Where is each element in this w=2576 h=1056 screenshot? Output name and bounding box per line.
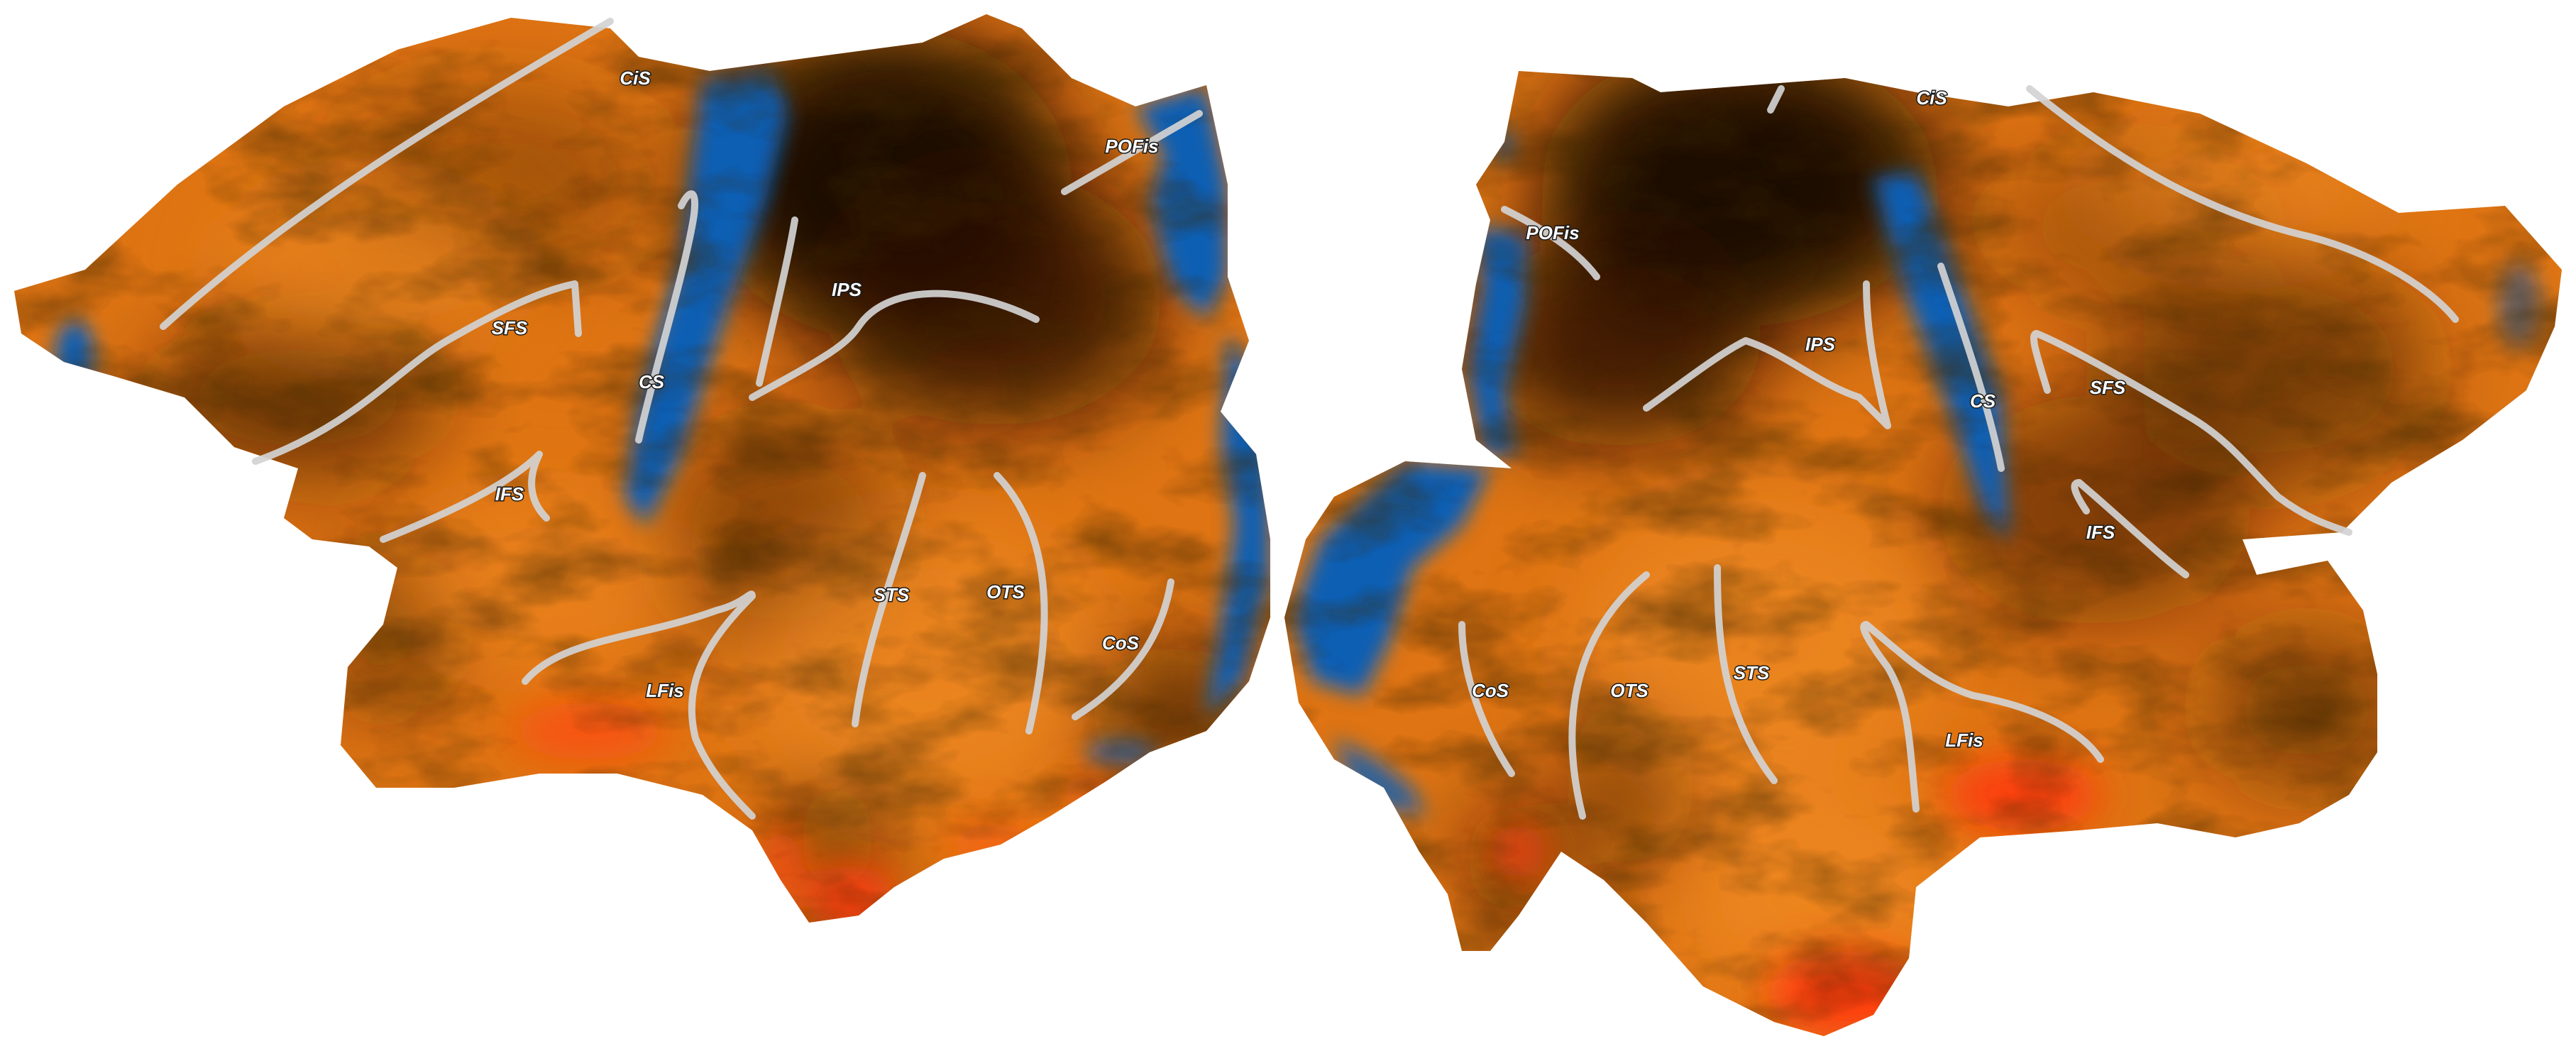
right-sulcus-labels: CiS POFis IPS CS SFS IFS CoS OTS STS LFi… [1471,86,2128,752]
left-label-ips: IPS [832,279,862,300]
left-ifs-line [380,451,550,543]
right-label-ifs: IFS [2086,522,2115,543]
right-hemisphere: CiS POFis IPS CS SFS IFS CoS OTS STS LFi… [1284,71,2562,1036]
left-sulcus-labels: CiS POFis IPS SFS CS IFS STS OTS CoS LFi… [490,66,1160,702]
right-label-cis: CiS [1916,87,1947,109]
left-hemisphere: CiS POFis IPS SFS CS IFS STS OTS CoS LFi… [14,14,1270,923]
right-lfis-line [1860,621,2104,813]
right-pofis-line [1501,206,1600,280]
right-label-cos: CoS [1472,680,1509,701]
left-label-lfis: LFis [646,680,683,701]
left-ips-branch-line [756,216,798,387]
left-sfs-line [252,280,582,465]
right-label-sts: STS [1734,662,1770,683]
right-sts-line [1714,564,1778,784]
right-label-lfis: LFis [1945,730,1983,751]
right-cis-line [2026,85,2459,323]
right-cs-line [1937,263,2005,472]
left-label-cis: CiS [620,67,651,89]
right-cis-stub-line [1767,85,1785,114]
left-label-ots: OTS [986,581,1025,603]
left-lfis-line [522,590,756,820]
left-sulcus-lines [160,18,1203,820]
left-label-ifs: IFS [495,483,524,505]
right-sulcus-lines [1458,85,2459,820]
right-ips-line [1643,280,1891,429]
left-label-cos: CoS [1102,632,1140,654]
left-label-sfs: SFS [492,317,528,339]
right-sfs-line [2030,330,2352,536]
right-label-pofis: POFis [1526,222,1579,243]
left-cos-line [1072,578,1174,720]
left-cs-line [635,190,699,444]
left-label-pofis: POFis [1105,136,1158,157]
left-ips-line [749,290,1040,401]
right-label-ots: OTS [1610,680,1648,701]
right-label-ips: IPS [1805,334,1836,355]
left-pofis-line [1061,110,1203,195]
left-sts-line [852,472,926,727]
right-label-sfs: SFS [2090,377,2126,398]
left-ots-line [993,472,1048,735]
left-label-cs: CS [639,371,665,392]
right-cos-line [1458,621,1515,777]
right-label-cs: CS [1970,390,1996,412]
left-label-sts: STS [874,584,910,605]
right-ifs-line [2071,479,2189,578]
left-cis-line [160,18,614,330]
right-ots-line [1568,571,1650,820]
